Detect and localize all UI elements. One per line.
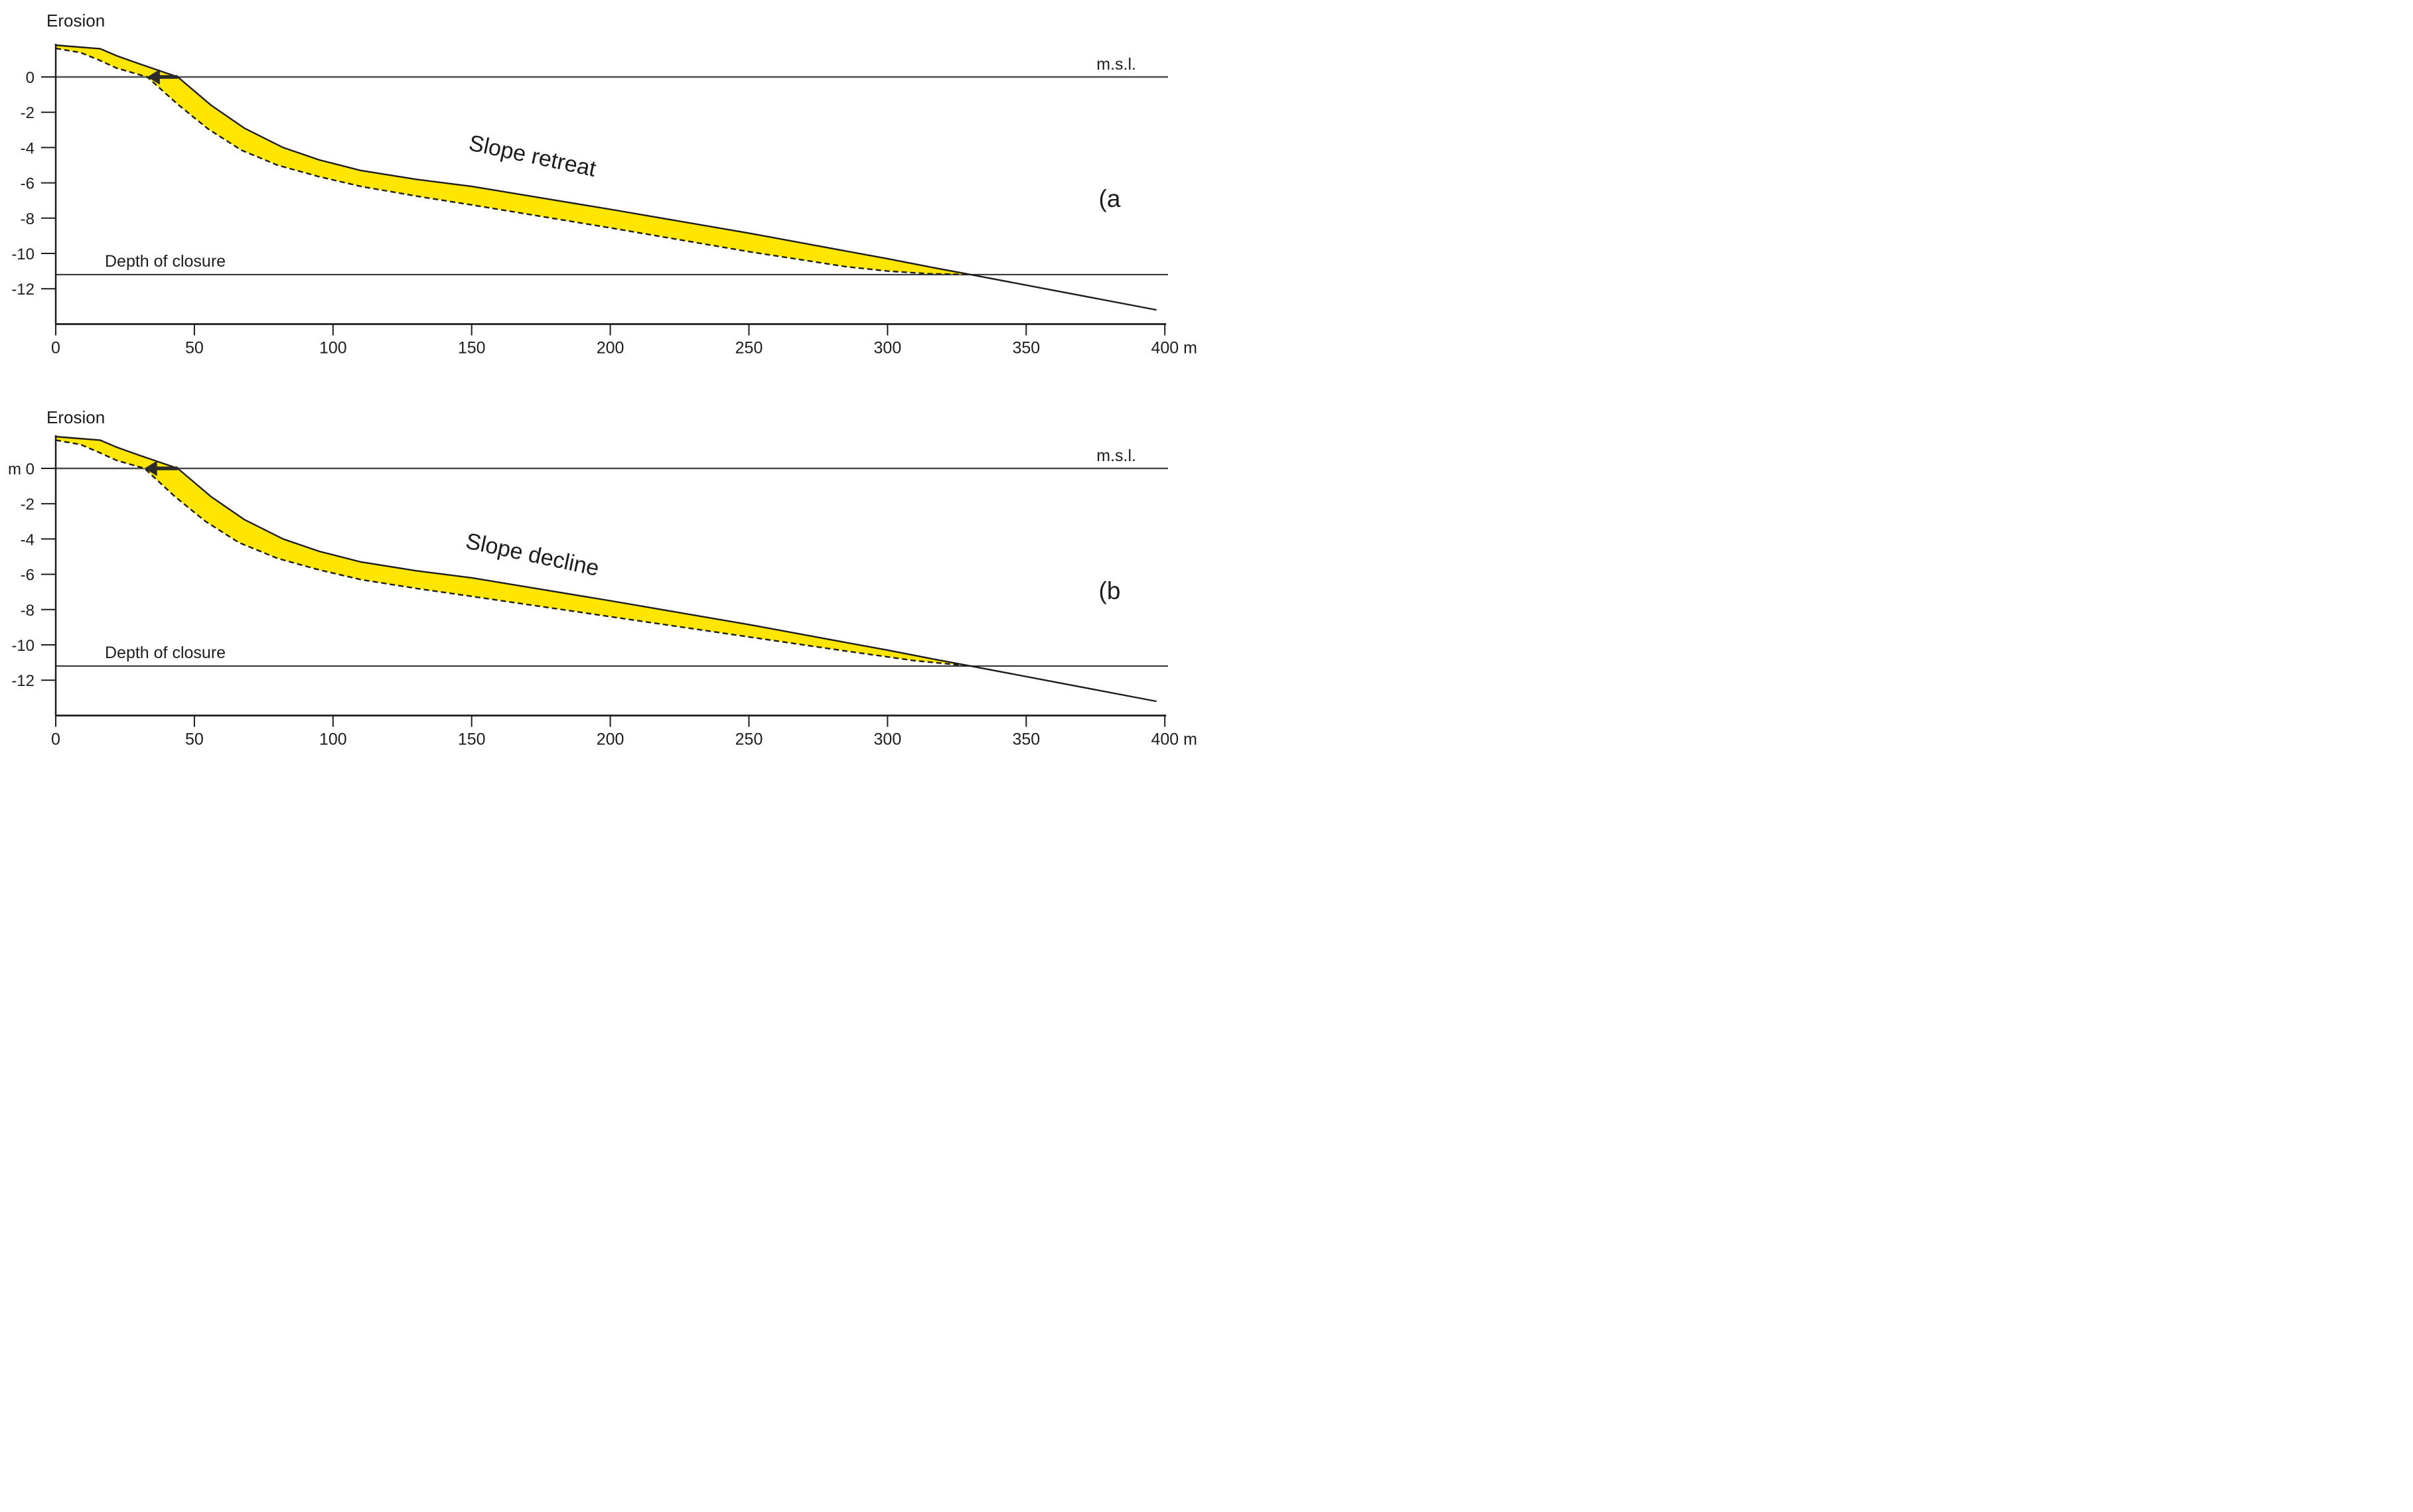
process-label: Slope retreat xyxy=(467,130,599,182)
panel-a-slope-retreat-chart: 0 -2 -4 -6 -8 -10 -12 0 50 100 150 200 250 300 350 400 … xyxy=(11,11,1197,358)
y-tick-label: -6 xyxy=(21,567,35,584)
y-tick-label: -8 xyxy=(21,210,35,228)
original-profile-line xyxy=(55,44,1157,311)
x-tick-label: 400 m xyxy=(1151,730,1197,749)
x-tick-label: 50 xyxy=(185,730,204,749)
x-tick-label: 350 xyxy=(1012,730,1040,749)
msl-label: m.s.l. xyxy=(1096,447,1136,465)
y-tick-label: -4 xyxy=(21,139,35,157)
y-tick-label: -6 xyxy=(21,175,35,193)
x-tick-label: 300 xyxy=(874,339,902,358)
y-tick-label: -2 xyxy=(21,104,35,122)
process-label: Slope decline xyxy=(463,528,601,581)
y-tick-label: -10 xyxy=(11,245,35,263)
shoreline-retreat-arrow-head xyxy=(147,69,160,85)
eroded-profile-line xyxy=(55,47,971,276)
x-tick-label: 250 xyxy=(735,730,763,749)
erosion-band xyxy=(56,437,971,666)
x-tick-label: 300 xyxy=(874,730,902,749)
coastal-profile-evolution-figure: 0 -2 -4 -6 -8 -10 -12 0 50 100 150 200 250 300 350 400 … xyxy=(0,0,1206,756)
x-tick-label: 100 xyxy=(319,339,347,358)
y-tick-label: m 0 xyxy=(8,460,35,478)
x-tick-label: 400 m xyxy=(1151,339,1197,358)
y-tick-label: -8 xyxy=(21,602,35,620)
original-profile-line xyxy=(55,435,1157,703)
msl-label: m.s.l. xyxy=(1096,55,1136,74)
x-tick-label: 200 xyxy=(597,339,624,358)
eroded-profile-line xyxy=(55,439,971,667)
y-tick-label: -2 xyxy=(21,496,35,514)
x-tick-label: 200 xyxy=(597,730,624,749)
panel-label: (a xyxy=(1099,185,1121,212)
shoreline-retreat-arrow-head xyxy=(144,460,157,476)
depth-of-closure-label: Depth of closure xyxy=(105,644,226,662)
y-tick-label: -12 xyxy=(11,281,35,299)
x-tick-label: 0 xyxy=(51,339,60,358)
depth-of-closure-label: Depth of closure xyxy=(105,252,226,271)
y-tick-label: -4 xyxy=(21,531,35,549)
erosion-label: Erosion xyxy=(46,407,105,427)
x-tick-label: 100 xyxy=(319,730,347,749)
y-tick-label: -10 xyxy=(11,637,35,655)
panel-b-slope-decline-chart: m 0 -2 -4 -6 -8 -10 -12 0 50 100 150 200 250 300 350 40… xyxy=(8,407,1197,749)
y-tick-label: -12 xyxy=(11,672,35,690)
panel-label: (b xyxy=(1099,577,1121,604)
x-tick-label: 50 xyxy=(185,339,204,358)
x-tick-label: 150 xyxy=(458,730,486,749)
x-tick-label: 150 xyxy=(458,339,486,358)
x-tick-label: 350 xyxy=(1012,339,1040,358)
erosion-band xyxy=(56,45,971,275)
x-tick-label: 0 xyxy=(51,730,60,749)
y-tick-label: 0 xyxy=(26,69,35,87)
erosion-label: Erosion xyxy=(46,11,105,31)
x-tick-label: 250 xyxy=(735,339,763,358)
